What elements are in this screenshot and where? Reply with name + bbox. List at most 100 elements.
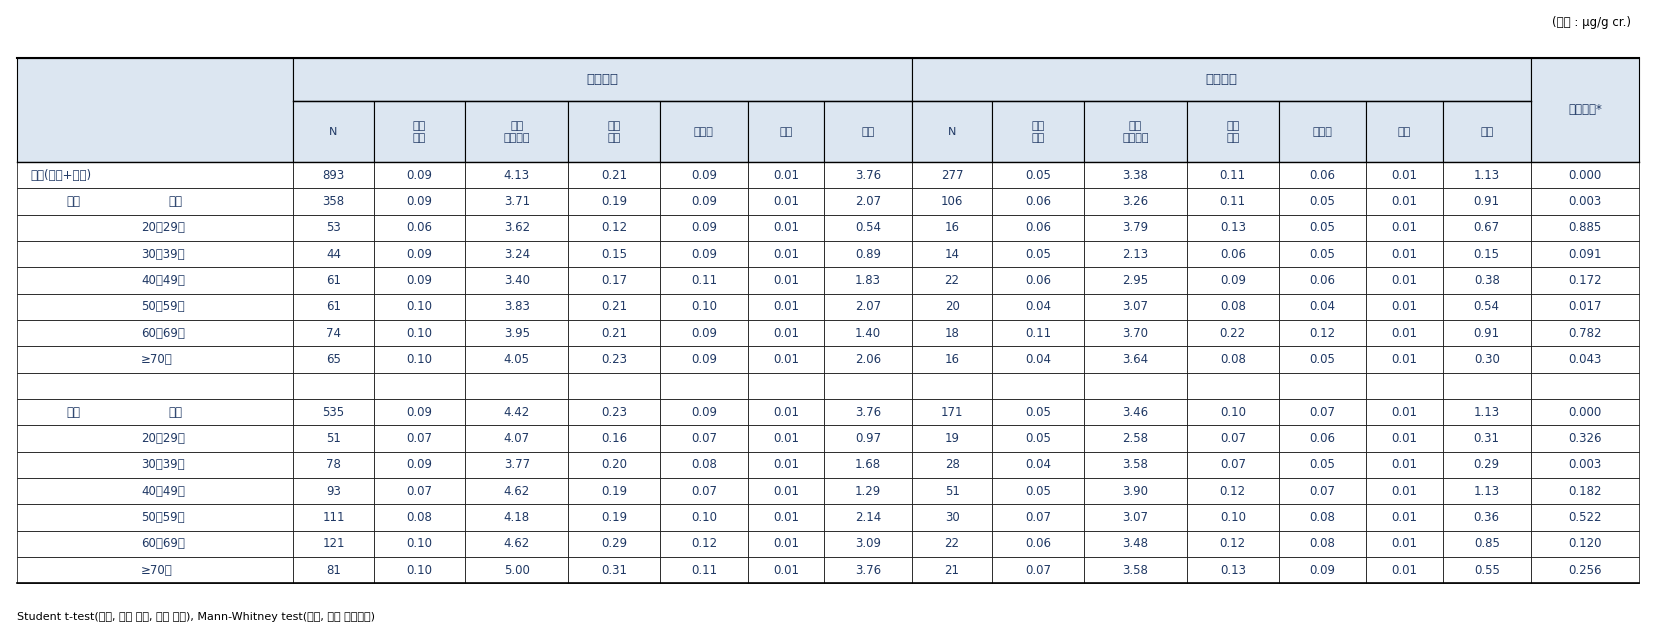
- Bar: [1187, 399, 1278, 426]
- Bar: [1365, 294, 1442, 320]
- Bar: [824, 531, 912, 557]
- Bar: [1442, 101, 1529, 162]
- Bar: [1529, 372, 1638, 399]
- Bar: [912, 531, 991, 557]
- Text: 0.01: 0.01: [1390, 274, 1417, 287]
- Text: 0.04: 0.04: [1024, 353, 1051, 366]
- Bar: [824, 101, 912, 162]
- Bar: [465, 101, 568, 162]
- Text: 3.07: 3.07: [1122, 511, 1147, 524]
- Text: 4.42: 4.42: [503, 406, 530, 419]
- Text: 1.40: 1.40: [854, 327, 880, 340]
- Bar: [1187, 372, 1278, 399]
- Text: 0.04: 0.04: [1024, 301, 1051, 313]
- Text: 0.08: 0.08: [1309, 511, 1334, 524]
- Bar: [912, 215, 991, 241]
- Bar: [660, 215, 748, 241]
- Bar: [1529, 399, 1638, 426]
- Bar: [824, 452, 912, 478]
- Text: 0.13: 0.13: [1220, 222, 1245, 235]
- Bar: [1082, 452, 1187, 478]
- Bar: [1442, 478, 1529, 504]
- Text: 1.68: 1.68: [854, 458, 880, 471]
- Text: 0.017: 0.017: [1567, 301, 1600, 313]
- Text: 3.90: 3.90: [1122, 485, 1147, 497]
- Bar: [1365, 188, 1442, 215]
- Text: 남자: 남자: [66, 195, 81, 208]
- Bar: [824, 426, 912, 452]
- Text: 3.95: 3.95: [503, 327, 530, 340]
- Text: 0.16: 0.16: [601, 432, 627, 445]
- Text: 0.07: 0.07: [1024, 563, 1051, 577]
- Bar: [1365, 101, 1442, 162]
- Bar: [1082, 267, 1187, 294]
- Bar: [17, 188, 293, 215]
- Text: 1.13: 1.13: [1473, 169, 1499, 182]
- Text: 0.05: 0.05: [1309, 353, 1334, 366]
- Bar: [991, 162, 1082, 188]
- Text: 16: 16: [943, 353, 958, 366]
- Text: 전체(남자+여자): 전체(남자+여자): [30, 169, 91, 182]
- Text: 5.00: 5.00: [503, 563, 530, 577]
- Text: 16: 16: [943, 222, 958, 235]
- Text: 0.05: 0.05: [1309, 222, 1334, 235]
- Bar: [824, 294, 912, 320]
- Text: 2.07: 2.07: [854, 301, 880, 313]
- Text: 3.07: 3.07: [1122, 301, 1147, 313]
- Text: 0.09: 0.09: [1309, 563, 1334, 577]
- Bar: [1365, 399, 1442, 426]
- Text: 2.14: 2.14: [854, 511, 880, 524]
- Bar: [568, 399, 660, 426]
- Text: 53: 53: [326, 222, 341, 235]
- Text: 0.01: 0.01: [773, 353, 798, 366]
- Text: 0.13: 0.13: [1220, 563, 1245, 577]
- Bar: [293, 504, 374, 531]
- Bar: [1365, 531, 1442, 557]
- Text: 19: 19: [943, 432, 958, 445]
- Bar: [1187, 320, 1278, 346]
- Text: 0.08: 0.08: [1220, 301, 1245, 313]
- Bar: [374, 399, 465, 426]
- Bar: [465, 478, 568, 504]
- Text: 18: 18: [943, 327, 958, 340]
- Text: ≥70세: ≥70세: [141, 563, 172, 577]
- Bar: [1365, 504, 1442, 531]
- Text: 0.23: 0.23: [601, 353, 627, 366]
- Text: 3.76: 3.76: [854, 563, 880, 577]
- Bar: [374, 531, 465, 557]
- Bar: [17, 58, 293, 162]
- Bar: [1442, 399, 1529, 426]
- Bar: [1442, 267, 1529, 294]
- Bar: [912, 162, 991, 188]
- Text: 2.13: 2.13: [1122, 248, 1149, 261]
- Text: 0.54: 0.54: [854, 222, 880, 235]
- Bar: [1082, 241, 1187, 267]
- Text: 3.70: 3.70: [1122, 327, 1147, 340]
- Bar: [824, 346, 912, 372]
- Bar: [1082, 557, 1187, 583]
- Bar: [824, 320, 912, 346]
- Text: 3.76: 3.76: [854, 406, 880, 419]
- Bar: [912, 241, 991, 267]
- Text: 3.83: 3.83: [503, 301, 530, 313]
- Text: 74: 74: [326, 327, 341, 340]
- Text: 0.07: 0.07: [1309, 406, 1334, 419]
- Bar: [1278, 346, 1365, 372]
- Text: 중위수: 중위수: [693, 127, 713, 137]
- Bar: [991, 452, 1082, 478]
- Bar: [748, 188, 824, 215]
- Text: 0.12: 0.12: [1220, 485, 1245, 497]
- Text: 81: 81: [326, 563, 341, 577]
- Bar: [568, 426, 660, 452]
- Text: 22: 22: [943, 537, 958, 551]
- Text: 0.07: 0.07: [1024, 511, 1051, 524]
- Bar: [374, 372, 465, 399]
- Bar: [17, 426, 293, 452]
- Text: 0.09: 0.09: [690, 195, 717, 208]
- Text: 0.01: 0.01: [1390, 327, 1417, 340]
- Text: 0.04: 0.04: [1024, 458, 1051, 471]
- Text: 0.23: 0.23: [601, 406, 627, 419]
- Bar: [660, 241, 748, 267]
- Bar: [568, 557, 660, 583]
- Text: 3.58: 3.58: [1122, 563, 1147, 577]
